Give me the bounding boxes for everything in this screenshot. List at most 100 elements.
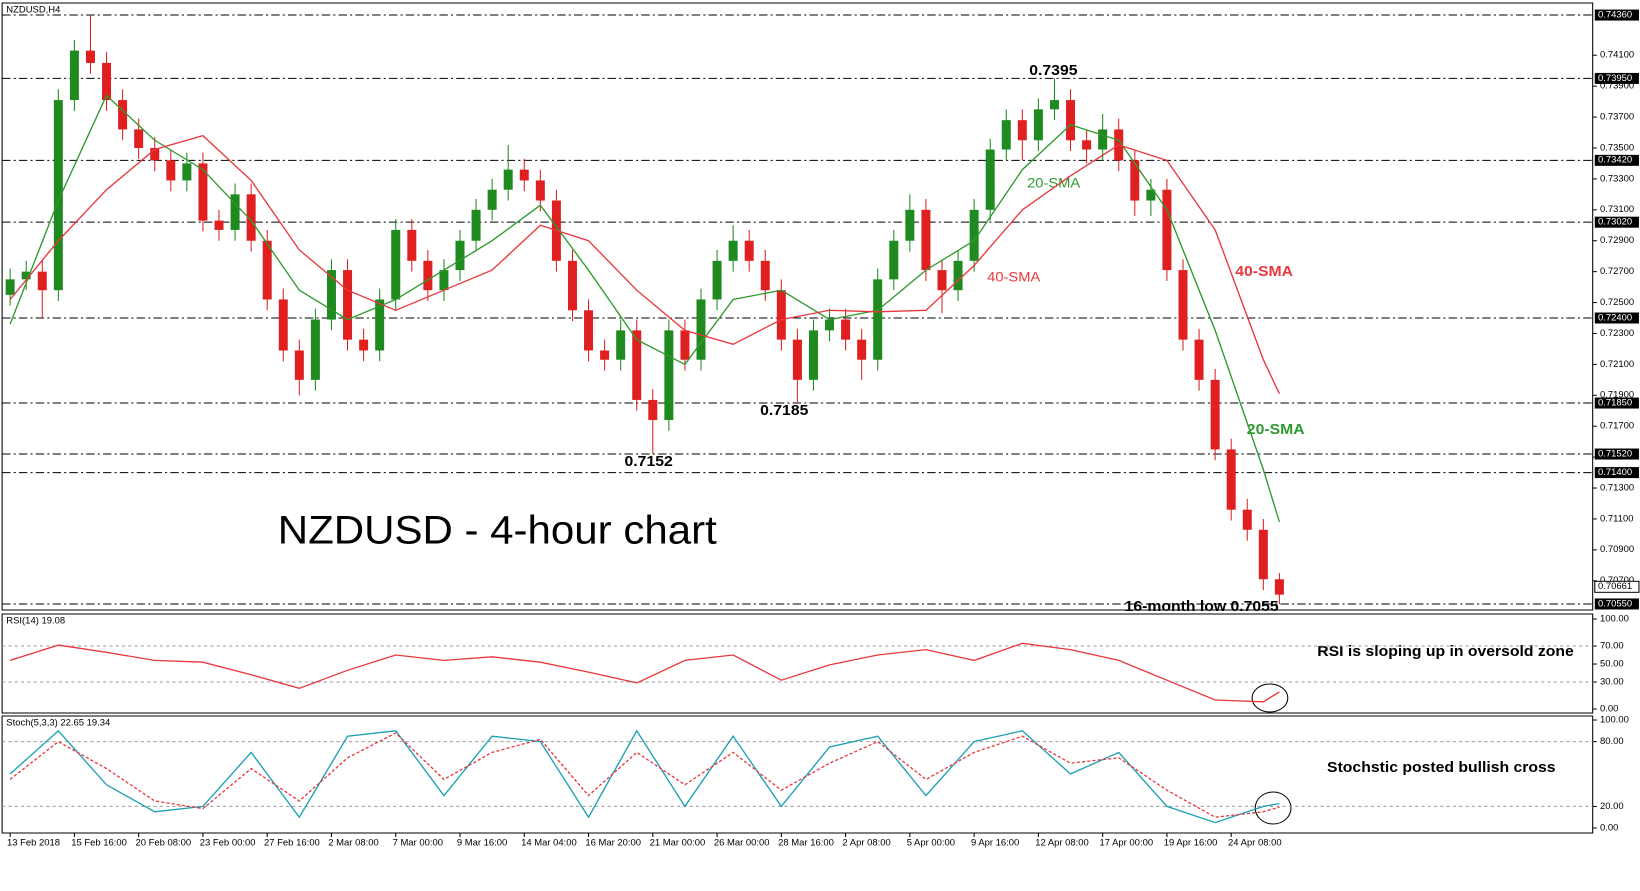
candle-body [359,339,369,351]
level-label-box [1594,467,1639,479]
x-tick-label: 2 Apr 08:00 [842,838,890,848]
candle-body [423,260,433,291]
candle-body [808,330,818,380]
candle-body [1210,379,1220,450]
x-tick-label: 13 Feb 2018 [7,838,60,848]
highlight-circle [1254,791,1292,825]
candle-body [712,260,722,300]
candle-body [294,350,304,380]
x-tick-label: 17 Apr 00:00 [1100,838,1154,848]
candle-body [857,339,867,360]
y-tick-label: 0.71300 [1600,483,1634,493]
candle-body [375,299,385,351]
level-label-box [1594,448,1639,460]
y-tick-label: 0.74100 [1600,50,1634,60]
candle-body [391,229,401,300]
candle-body [407,229,417,261]
candle-body [792,339,802,380]
level-label: 0.74360 [1598,10,1632,20]
candle-body [760,260,770,291]
annotation: 20-SMA [1247,421,1305,438]
last-price-label: 0.70661 [1598,581,1632,591]
candle-body [584,310,594,351]
candle-body [85,50,95,63]
candle-body [680,330,690,360]
candle-body [1194,339,1204,380]
candle-body [198,163,208,221]
y-tick-label: 0.71100 [1600,514,1633,524]
level-label: 0.73420 [1598,155,1632,165]
x-tick-label: 27 Feb 16:00 [264,838,320,848]
candle-body [53,100,63,291]
candle-body [632,330,642,400]
candle-body [567,260,577,311]
y-tick-label: 100.00 [1600,614,1629,624]
candle-body [985,149,995,210]
annotation: Stochstic posted bullish cross [1327,759,1555,776]
annotation: 0.7152 [625,453,673,470]
level-label: 0.73020 [1598,217,1632,227]
candle-body [841,319,851,340]
candle-body [1130,160,1140,201]
candle-body [214,220,224,230]
candle-body [1226,449,1236,510]
level-label: 0.71850 [1598,398,1632,408]
highlight-circle [1251,683,1289,713]
candle-body [230,194,240,230]
level-label-box [1594,598,1639,610]
y-tick-label: 0.70700 [1600,575,1634,585]
y-tick-label: 0.00 [1600,704,1618,714]
candle-body [905,209,915,241]
annotation: 0.7185 [760,402,809,419]
y-tick-label: 0.71700 [1600,421,1634,431]
candle-body [471,209,481,241]
panel-title: Stoch(5,3,3) 22.65 19.34 [6,718,110,728]
candle-body [776,290,786,340]
candle-body [278,299,288,351]
series-line [9,94,1281,523]
series-line [9,732,1280,818]
panel-frame [1,715,1594,834]
candle-body [166,160,176,181]
x-tick-label: 20 Feb 08:00 [136,838,192,848]
candle-body [150,147,160,161]
x-tick-label: 21 Mar 00:00 [650,838,706,848]
x-tick-label: 7 Mar 00:00 [393,838,443,848]
y-tick-label: 50.00 [1600,659,1624,669]
candle-body [310,319,320,380]
annotation: 40-SMA [1235,263,1293,280]
level-label: 0.71520 [1598,449,1632,459]
candle-body [1049,100,1059,110]
y-tick-label: 0.72300 [1600,328,1634,338]
level-label-box [1594,312,1639,324]
level-label: 0.70550 [1598,599,1632,609]
candle-body [343,270,353,340]
candle-body [1017,120,1027,141]
panel-title: NZDUSD,H4 [6,5,60,15]
y-tick-label: 0.00 [1600,823,1618,833]
candle-body [519,169,529,181]
y-tick-label: 0.71900 [1600,390,1634,400]
x-tick-label: 19 Apr 16:00 [1164,838,1218,848]
y-tick-label: 0.73700 [1600,112,1634,122]
y-tick-label: 80.00 [1600,736,1624,746]
y-tick-label: 0.72100 [1600,359,1634,369]
y-tick-label: 0.72500 [1600,297,1634,307]
level-label-box [1594,154,1639,166]
series-line [9,642,1280,703]
candle-body [873,279,883,360]
candle-body [535,180,545,201]
x-tick-label: 9 Mar 16:00 [457,838,507,848]
candle-body [600,350,610,360]
last-price-box [1594,580,1640,593]
candle-body [664,330,674,421]
level-label: 0.73950 [1598,73,1632,83]
candle-body [648,399,658,421]
candle-body [728,240,738,261]
candle-body [953,260,963,291]
level-label: 0.72400 [1598,313,1632,323]
candle-body [262,240,272,300]
